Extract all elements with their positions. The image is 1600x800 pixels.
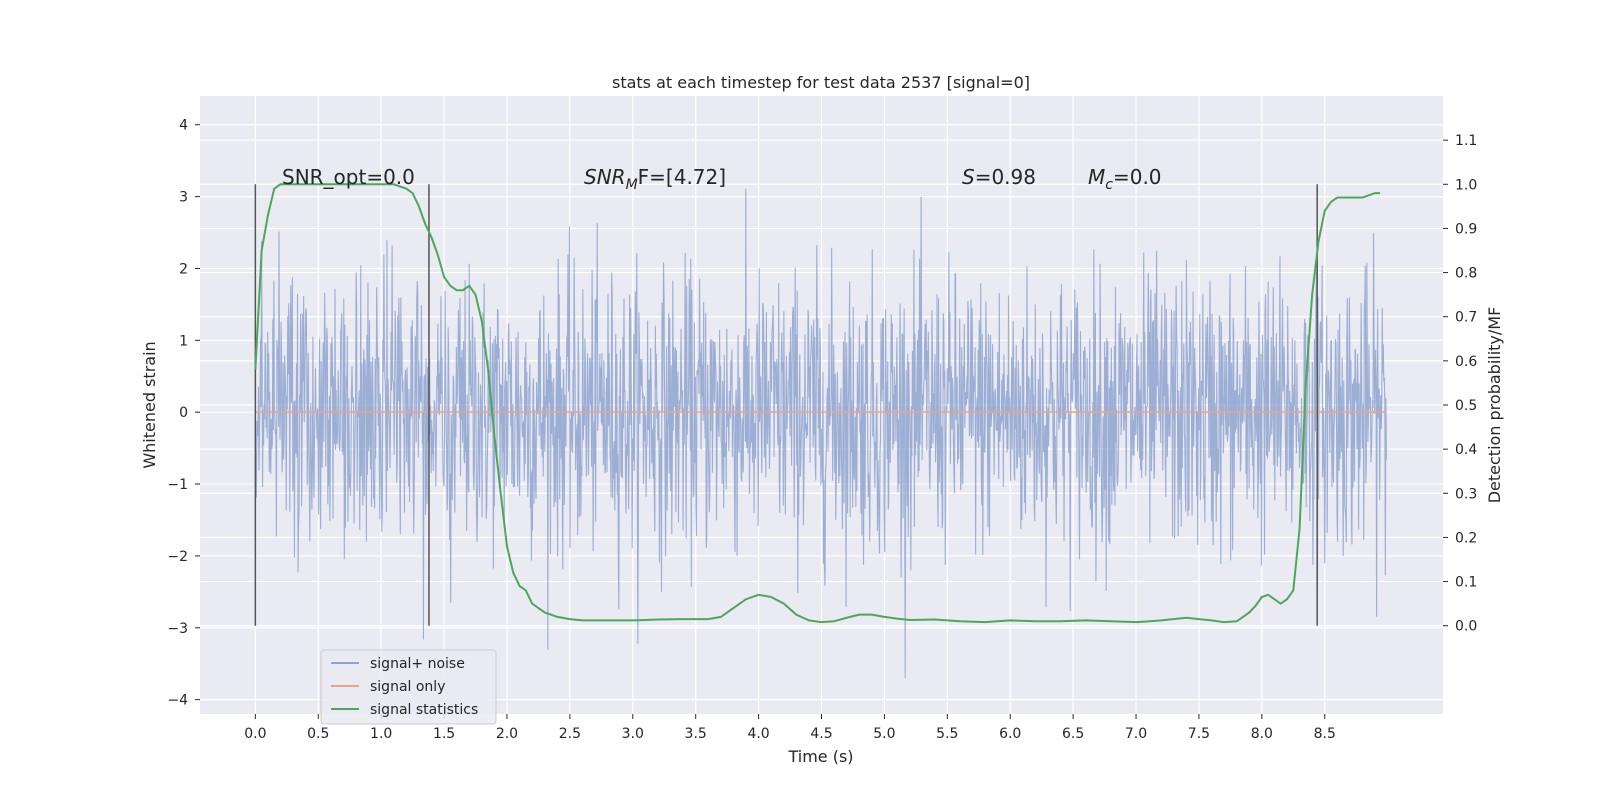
annotation-mc-symbol: M xyxy=(1088,165,1105,189)
y-right-tick-label: 0.3 xyxy=(1455,486,1477,502)
x-tick-label: 7.5 xyxy=(1188,726,1210,742)
x-tick-label: 0.0 xyxy=(244,726,266,742)
y-right-tick-label: 0.7 xyxy=(1455,310,1477,326)
legend-label-signal-statistics: signal statistics xyxy=(370,702,478,718)
y-tick-label: −1 xyxy=(167,477,188,493)
annotation-snr-mf: SNRMF=[4.72] xyxy=(584,165,726,193)
y-right-tick-label: 0.8 xyxy=(1455,266,1477,282)
x-tick-label: 6.5 xyxy=(1062,726,1084,742)
annotation-mc-subscript: c xyxy=(1105,177,1113,193)
annotation-mc-value: =0.0 xyxy=(1113,165,1162,189)
y-right-tick-label: 0.1 xyxy=(1455,575,1477,591)
legend-box xyxy=(320,649,497,725)
y-right-tick-label: 0.0 xyxy=(1455,619,1477,635)
legend-label-signal-plus-noise: signal+ noise xyxy=(370,656,465,672)
x-tick-label: 4.5 xyxy=(810,726,832,742)
x-tick-label: 2.5 xyxy=(559,726,581,742)
y-right-tick-label: 0.9 xyxy=(1455,221,1477,237)
x-tick-label: 3.0 xyxy=(622,726,644,742)
x-tick-label: 6.0 xyxy=(999,726,1021,742)
annotation-mc: Mc=0.0 xyxy=(1088,165,1162,193)
x-tick-label: 7.0 xyxy=(1125,726,1147,742)
annotation-s: S=0.98 xyxy=(962,165,1036,189)
signal-statistics-line xyxy=(254,183,1381,624)
y-tick-label: 3 xyxy=(179,190,188,206)
y-axis-ticks-right: 1.1 1.0 0.9 0.8 0.7 0.6 0.5 0.4 0.3 0.2 0.1 0.0 xyxy=(1443,133,1477,635)
x-tick-label: 1.0 xyxy=(370,726,392,742)
y-tick-label: −3 xyxy=(167,621,188,637)
y-right-tick-label: 1.0 xyxy=(1455,177,1477,193)
x-axis-label: Time (s) xyxy=(787,747,853,766)
y-tick-label: 0 xyxy=(179,405,188,421)
x-tick-label: 8.0 xyxy=(1251,726,1273,742)
x-tick-label: 3.5 xyxy=(685,726,707,742)
y-tick-label: 1 xyxy=(179,333,188,349)
x-tick-label: 4.0 xyxy=(747,726,769,742)
x-tick-label: 2.0 xyxy=(496,726,518,742)
x-tick-label: 1.5 xyxy=(433,726,455,742)
y-tick-label: −4 xyxy=(167,693,188,709)
x-axis-ticks: 0.0 0.5 1.0 1.5 2.0 2.5 3.0 3.5 4.0 4.5 5.0 5.5 6.0 6… xyxy=(244,714,1336,742)
y-tick-label: −2 xyxy=(167,549,188,565)
y-axis-ticks-left: 4 3 2 1 0 −1 −2 −3 −4 xyxy=(167,118,200,709)
x-tick-label: 8.5 xyxy=(1314,726,1336,742)
annotation-snr-mf-subscript: M xyxy=(626,177,638,193)
y-tick-label: 4 xyxy=(179,118,188,134)
y-tick-label: 2 xyxy=(179,261,188,277)
y-axis-label-right: Detection probability/MF xyxy=(1485,307,1504,504)
y-right-tick-label: 1.1 xyxy=(1455,133,1477,149)
noise-trace xyxy=(254,188,1387,679)
legend: signal+ noise signal only signal statist… xyxy=(320,649,497,725)
x-tick-label: 5.0 xyxy=(873,726,895,742)
annotation-s-symbol: S xyxy=(962,165,975,189)
chart-title: stats at each timestep for test data 253… xyxy=(612,73,1030,92)
annotation-snr-opt: SNR_opt=0.0 xyxy=(282,165,415,189)
y-right-tick-label: 0.2 xyxy=(1455,530,1477,546)
legend-label-signal-only: signal only xyxy=(370,679,445,695)
y-right-tick-label: 0.5 xyxy=(1455,398,1477,414)
x-tick-label: 5.5 xyxy=(936,726,958,742)
x-tick-label: 0.5 xyxy=(307,726,329,742)
y-axis-label-left: Whitened strain xyxy=(140,341,159,468)
y-right-tick-label: 0.4 xyxy=(1455,442,1477,458)
annotation-snr-mf-base: SNR xyxy=(584,165,626,189)
annotation-snr-mf-value: F=[4.72] xyxy=(638,165,726,189)
signal-plus-noise-series xyxy=(254,188,1387,679)
annotation-s-value: =0.98 xyxy=(975,165,1036,189)
y-right-tick-label: 0.6 xyxy=(1455,354,1477,370)
